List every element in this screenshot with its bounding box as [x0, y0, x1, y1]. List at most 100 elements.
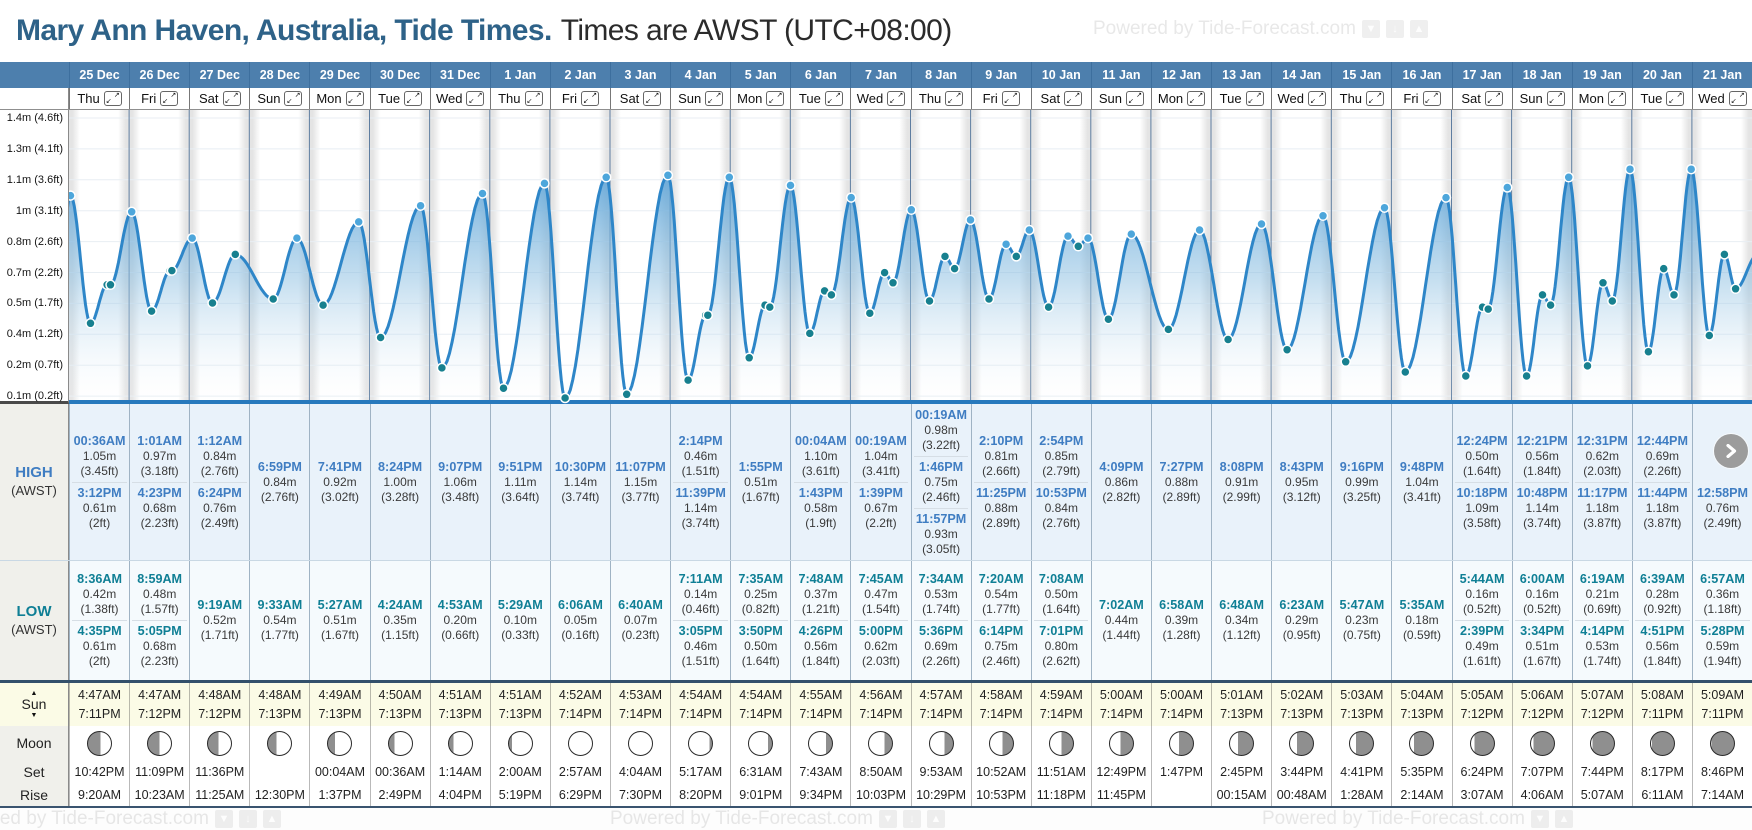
moon-phase-icon — [688, 730, 714, 756]
tide-time: 5:05PM — [137, 624, 182, 638]
expand-day-button[interactable]: ↗ ↙ — [1307, 91, 1326, 106]
tide-height-m: 0.54m — [263, 613, 297, 627]
tide-entry: 6:19AM 0.21m (0.69ft) — [1575, 569, 1629, 620]
low-tide-cell: 7:48AM 0.37m (1.21ft) 4:26PM 0.56m (1.84ft) — [790, 561, 850, 680]
low-tide-cell: 8:36AM 0.42m (1.38ft) 4:35PM 0.61m (2ft) — [69, 561, 129, 680]
expand-day-button[interactable]: ↗ ↙ — [766, 91, 785, 106]
moonset-cell: 1:14AM — [429, 760, 490, 783]
tide-height-m: 0.86m — [1104, 474, 1139, 489]
expand-day-button[interactable]: ↗ ↙ — [1484, 91, 1503, 106]
moonrise-cell: 12:30PM — [249, 783, 309, 806]
expand-day-button[interactable]: ↗ ↙ — [345, 91, 364, 106]
date-cell: 28 Dec — [249, 62, 309, 88]
high-tide-cell: 9:51PM 1.11m (3.64ft) — [489, 404, 550, 560]
expand-day-button[interactable]: ↗ ↙ — [1064, 91, 1083, 106]
expand-day-button[interactable]: ↗ ↙ — [103, 91, 122, 106]
tide-height-ft: (1.57ft) — [140, 602, 179, 616]
expand-day-button[interactable]: ↗ ↙ — [824, 91, 843, 106]
tide-entry: 1:12AM 0.84m (2.76ft) — [193, 431, 247, 482]
expand-day-button[interactable]: ↗ ↙ — [1187, 91, 1206, 106]
tide-height-ft: (1.84ft) — [801, 654, 840, 668]
tide-height-ft: (2.89ft) — [982, 515, 1021, 530]
tide-height-ft: (1.94ft) — [1703, 654, 1742, 668]
expand-day-button[interactable]: ↗ ↙ — [1607, 91, 1626, 106]
y-axis-label: 1m (3.1ft) — [15, 204, 63, 217]
sun-row-label: ▲ Sun ▼ — [0, 683, 69, 726]
low-tide-cell: 6:48AM 0.34m (1.12ft) — [1211, 561, 1271, 680]
high-tide-cell: 8:43PM 0.95m (3.12ft) — [1271, 404, 1331, 560]
tide-height-ft: (2.79ft) — [1042, 463, 1081, 478]
tide-height-ft: (3.12ft) — [1282, 489, 1321, 504]
weekday-cell: Mon ↗ ↙ — [730, 88, 790, 109]
tide-entry: 00:04AM 1.10m (3.61ft) — [794, 431, 848, 482]
tide-height-m: 1.09m — [1465, 500, 1499, 515]
tide-time: 8:43PM — [1279, 459, 1324, 474]
sunset-time: 7:14PM — [1099, 706, 1143, 721]
moonset-cell: 4:04AM — [609, 760, 670, 783]
moonset-cell: 11:36PM — [189, 760, 249, 783]
tide-entry: 5:36PM 0.69m (2.26ft) — [913, 620, 969, 672]
expand-day-button[interactable]: ↗ ↙ — [1001, 91, 1020, 106]
sunset-time: 7:11PM — [1641, 706, 1684, 721]
high-tide-row-label: HIGH (AWST) — [0, 404, 69, 560]
sunrise-time: 4:53AM — [618, 687, 663, 702]
expand-day-button[interactable]: ↗ ↙ — [1666, 91, 1685, 106]
tide-height-m: 0.54m — [984, 587, 1018, 601]
expand-day-button[interactable]: ↗ ↙ — [945, 91, 964, 106]
moonset-cell: 10:42PM — [69, 760, 129, 783]
expand-day-button[interactable]: ↗ ↙ — [404, 91, 423, 106]
expand-day-button[interactable]: ↗ ↙ — [887, 91, 906, 106]
tide-height-m: 0.81m — [984, 448, 1018, 463]
expand-icon: ↗ — [414, 92, 421, 99]
low-tide-cell: 4:53AM 0.20m (0.66ft) — [429, 561, 490, 680]
watermark-icon: ▼ — [1530, 810, 1549, 828]
expand-day-button[interactable]: ↗ ↙ — [1245, 91, 1264, 106]
expand-icon: ↙ — [1003, 98, 1010, 105]
expand-day-button[interactable]: ↗ ↙ — [284, 91, 303, 106]
tide-entry: 12:58PM 0.76m (2.49ft) — [1695, 483, 1749, 534]
expand-day-button[interactable]: ↗ ↙ — [1366, 91, 1385, 106]
sun-cell: 4:57AM 7:14PM — [910, 683, 971, 726]
expand-day-button[interactable]: ↗ ↙ — [160, 91, 179, 106]
expand-day-button[interactable]: ↗ ↙ — [466, 91, 485, 106]
sunset-time: 7:12PM — [138, 706, 182, 721]
sunset-time: 7:14PM — [679, 706, 723, 721]
expand-day-button[interactable]: ↗ ↙ — [581, 91, 600, 106]
weekday-label: Tue — [1219, 91, 1242, 106]
moon-phase-icon — [87, 730, 113, 756]
expand-day-button[interactable]: ↗ ↙ — [1546, 91, 1565, 106]
low-tide-cell: 5:35AM 0.18m (0.59ft) — [1391, 561, 1451, 680]
expand-day-button[interactable]: ↗ ↙ — [1422, 91, 1441, 106]
expand-day-button[interactable]: ↗ ↙ — [705, 91, 724, 106]
y-axis-label: 1.3m (4.1ft) — [6, 142, 63, 155]
tide-entry: 12:24PM 0.50m (1.64ft) — [1455, 431, 1509, 482]
expand-icon: ↗ — [897, 92, 904, 99]
expand-day-button[interactable]: ↗ ↙ — [1125, 91, 1144, 106]
moon-cell — [1211, 726, 1271, 760]
date-cell: 31 Dec — [429, 62, 490, 88]
expand-icon: ↙ — [1247, 98, 1254, 105]
tide-time: 11:07PM — [615, 459, 666, 474]
tide-entry: 1:55PM 0.51m (1.67ft) — [734, 457, 788, 508]
next-days-button[interactable] — [1714, 434, 1748, 468]
tide-time: 4:35PM — [77, 624, 122, 638]
date-cell: 12 Jan — [1150, 62, 1211, 88]
tide-height-ft: (1.51ft) — [681, 463, 720, 478]
tide-entry: 7:34AM 0.53m (1.74ft) — [914, 569, 968, 620]
moon-cell — [910, 726, 971, 760]
tide-height-m: 1.14m — [1525, 500, 1559, 515]
expand-day-button[interactable]: ↗ ↙ — [524, 91, 543, 106]
expand-day-button[interactable]: ↗ ↙ — [222, 91, 241, 106]
tide-height-ft: (2.49ft) — [200, 515, 239, 530]
weekday-cell: Tue ↗ ↙ — [1211, 88, 1271, 109]
expand-day-button[interactable]: ↗ ↙ — [1728, 91, 1747, 106]
expand-icon: ↙ — [1309, 98, 1316, 105]
expand-icon: ↗ — [170, 92, 177, 99]
expand-icon: ↙ — [947, 98, 954, 105]
tide-time: 1:39PM — [858, 485, 904, 500]
weekday-label: Fri — [982, 91, 998, 106]
tide-time: 4:26PM — [798, 624, 843, 638]
expand-day-button[interactable]: ↗ ↙ — [643, 91, 662, 106]
moonrise-cell: 00:48AM — [1271, 783, 1331, 806]
moon-phase-icon — [1289, 730, 1315, 756]
